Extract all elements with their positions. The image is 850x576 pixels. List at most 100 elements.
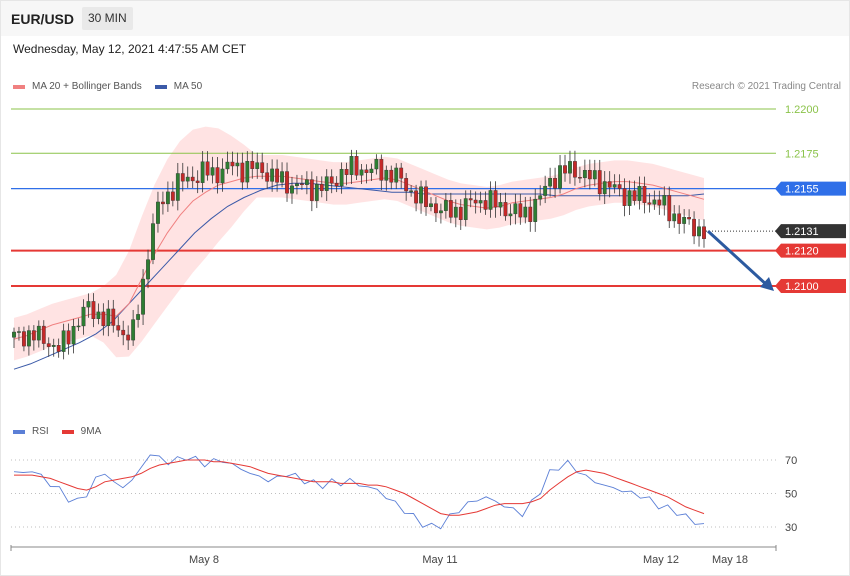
legend-ma50-label: MA 50	[173, 81, 203, 92]
x-tick-label: May 11	[422, 554, 457, 566]
candle-body	[503, 202, 508, 217]
projection-arrow-head	[760, 277, 774, 291]
candle-body	[439, 210, 443, 214]
candle-body	[533, 198, 538, 222]
candle-body	[151, 223, 155, 260]
candle-body	[652, 199, 657, 205]
legend-ma50: MA 50	[154, 81, 203, 92]
candle-body	[622, 188, 627, 206]
candle-body	[369, 168, 374, 173]
candle-body	[453, 206, 458, 218]
candle-body	[71, 326, 76, 345]
candle-body	[26, 330, 31, 347]
symbol-title: EUR/USD	[11, 11, 75, 27]
candle-body	[175, 173, 180, 201]
candle-body	[473, 199, 478, 204]
timeframe-badge[interactable]: 30 MIN	[82, 7, 133, 30]
candle-body	[434, 203, 438, 214]
candle-body	[146, 259, 150, 280]
candle-body	[558, 165, 562, 189]
candle-body	[215, 167, 220, 184]
candle-body	[161, 201, 165, 205]
legend-rsi-ma-label: 9MA	[80, 426, 102, 437]
candle-body	[568, 161, 572, 174]
candle-body	[384, 169, 389, 181]
candle-body	[582, 170, 587, 179]
legend-rsi-label: RSI	[32, 426, 49, 437]
candle-body	[31, 330, 36, 341]
candle-body	[81, 306, 86, 327]
candle-body	[314, 183, 319, 201]
candle-body	[617, 184, 622, 189]
x-tick-label: May 18	[712, 554, 748, 566]
candle-body	[51, 345, 56, 347]
candle-body	[270, 168, 275, 182]
candle-body	[156, 201, 160, 224]
candle-body	[573, 161, 577, 178]
ma50-swatch	[154, 84, 167, 89]
candle-body	[548, 178, 553, 187]
candle-body	[116, 325, 121, 331]
rsi-tick-label: 30	[785, 522, 797, 534]
candle-body	[563, 165, 567, 174]
candle-body	[235, 162, 240, 167]
rsi-tick-label: 50	[785, 489, 797, 501]
price-label-1.2100: 1.2100	[785, 281, 819, 293]
candle-body	[364, 169, 369, 173]
candle-body	[682, 217, 687, 224]
candle-body	[662, 195, 667, 206]
price-label-1.2200: 1.2200	[785, 104, 819, 116]
projection-arrow-shaft	[706, 230, 770, 288]
candle-body	[632, 190, 637, 201]
candle-body	[295, 183, 299, 187]
candle-body	[205, 161, 210, 176]
candle-body	[404, 178, 409, 192]
candle-body	[702, 226, 706, 239]
legend-rsi: RSI	[13, 426, 49, 437]
candle-body	[86, 301, 91, 308]
legend-ma20-label: MA 20 + Bollinger Bands	[32, 81, 142, 92]
bollinger-band	[14, 126, 704, 361]
candle-body	[553, 178, 557, 189]
candle-body	[170, 191, 175, 201]
candle-body	[46, 343, 51, 347]
candle-body	[592, 170, 597, 180]
candle-body	[424, 186, 428, 208]
candle-body	[602, 181, 607, 195]
candle-body	[692, 218, 696, 237]
candle-body	[379, 159, 384, 181]
candle-body	[106, 308, 111, 327]
candle-body	[180, 173, 185, 182]
price-label-1.2175: 1.2175	[785, 148, 819, 160]
candle-body	[498, 202, 503, 208]
candle-body	[101, 311, 106, 327]
candle-body	[523, 206, 528, 218]
candle-body	[131, 319, 136, 341]
price-tag-1.2100	[775, 279, 846, 293]
research-credit: Research © 2021 Trading Central	[691, 81, 841, 92]
x-tick-label: May 12	[643, 554, 679, 566]
candle-body	[285, 171, 289, 194]
candle-body	[66, 330, 71, 345]
candle-body	[255, 162, 260, 169]
candle-body	[22, 331, 26, 347]
rsi-ma-line	[14, 459, 705, 516]
price-label-1.2120: 1.2120	[785, 246, 819, 258]
candle-body	[687, 217, 692, 220]
candle-body	[528, 206, 533, 222]
x-tick-label: May 8	[189, 554, 219, 566]
candle-body	[419, 186, 423, 204]
candle-body	[111, 308, 116, 326]
candle-body	[96, 311, 101, 319]
candle-body	[577, 177, 582, 179]
candle-body	[136, 314, 141, 320]
candle-body	[587, 170, 592, 180]
candle-body	[488, 190, 493, 210]
candle-body	[36, 325, 41, 341]
candle-body	[647, 202, 652, 205]
candle-body	[448, 200, 453, 218]
candle-body	[220, 168, 225, 184]
price-label-1.2131: 1.2131	[785, 226, 819, 238]
ma20-line	[13, 175, 705, 340]
candle-body	[513, 203, 518, 215]
